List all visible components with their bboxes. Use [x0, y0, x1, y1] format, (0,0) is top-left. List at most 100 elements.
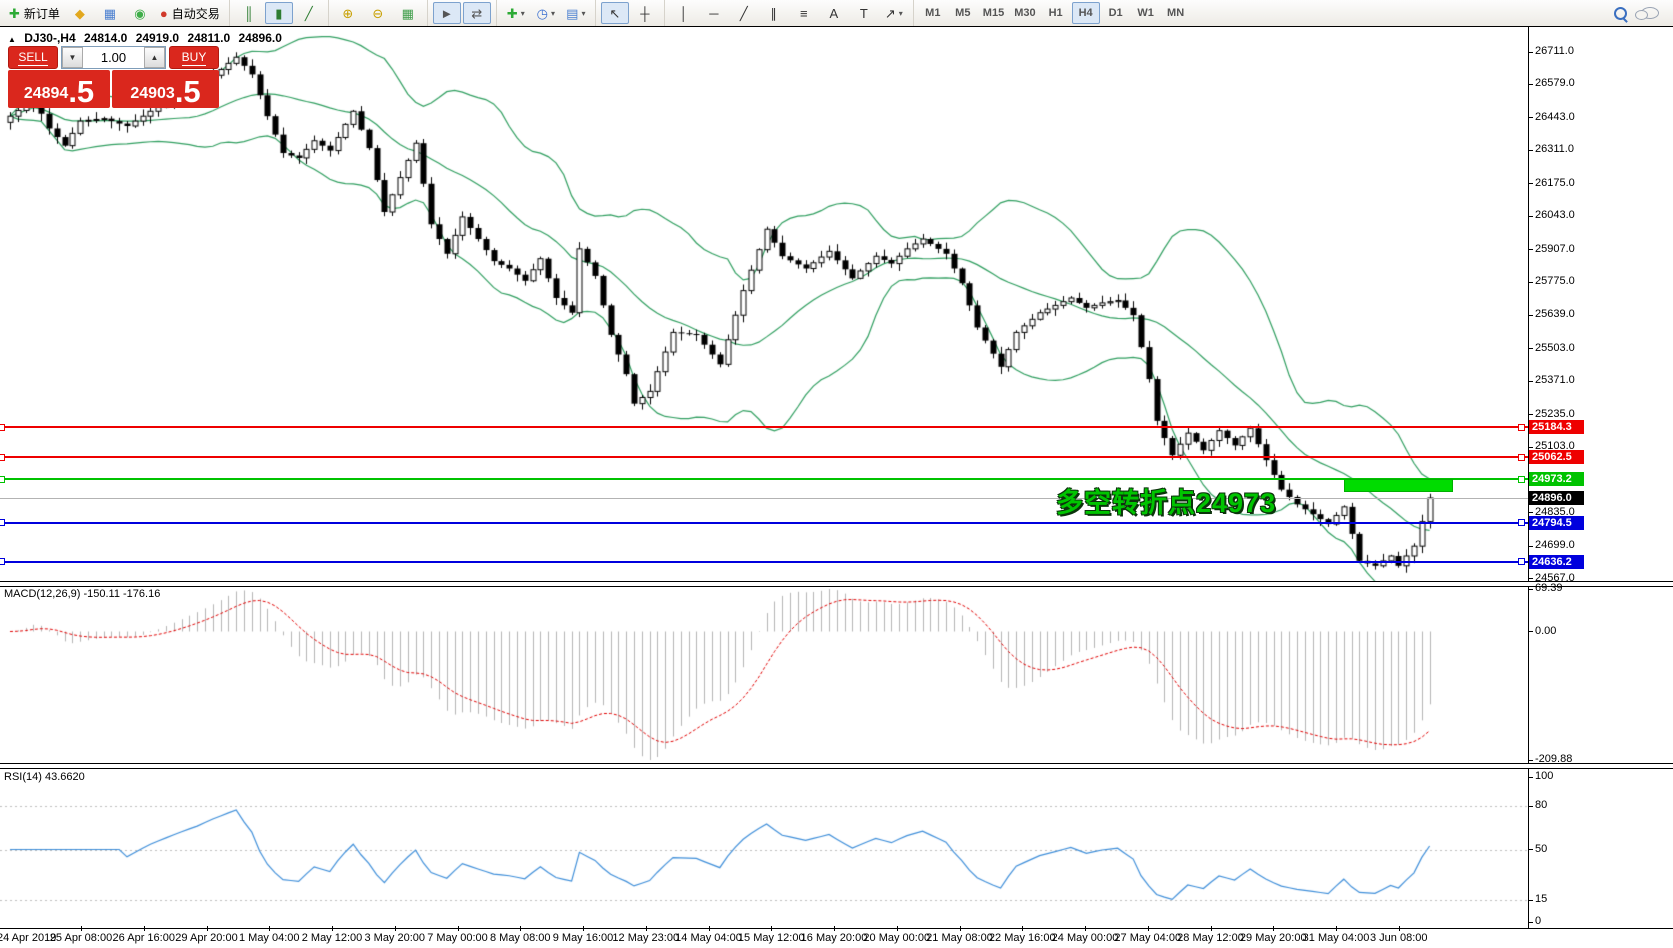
periods-button[interactable]: ◷ ▾	[532, 2, 560, 24]
trendline-button-icon: ╱	[739, 5, 748, 21]
pivot-line-handle[interactable]	[0, 475, 5, 483]
crosshair-button[interactable]: ┼	[631, 2, 659, 24]
time-axis-label: 29 Apr 20:00	[175, 932, 238, 944]
pivot-line-handle[interactable]	[1518, 475, 1525, 483]
bar-chart-button[interactable]: ║	[235, 2, 263, 24]
tile-windows-button-icon: ▦	[401, 5, 414, 21]
highlight-box[interactable]	[1343, 478, 1453, 492]
zoom-out-button[interactable]: ⊖	[364, 2, 392, 24]
collapse-arrow-icon[interactable]: ▲	[8, 35, 16, 44]
price-axis-tick	[1528, 446, 1533, 448]
equidistant-channel-button[interactable]: ∥	[760, 2, 788, 24]
sell-price-dec: .5	[68, 74, 95, 109]
time-axis-label: 24 May 00:00	[1051, 932, 1119, 944]
time-axis-label: 3 May 20:00	[364, 932, 426, 944]
vertical-line-button-icon: │	[679, 5, 688, 21]
signals-button[interactable]: ◉	[126, 2, 154, 24]
trendline-button[interactable]: ╱	[730, 2, 758, 24]
support-line-1-handle[interactable]	[1518, 519, 1525, 527]
macd-panel-separator[interactable]	[0, 581, 1673, 587]
price-axis-label: 25103.0	[1535, 440, 1575, 453]
support-line-1[interactable]	[0, 521, 1528, 524]
macd-axis-tick	[1528, 588, 1533, 590]
macd-axis-tick	[1528, 631, 1533, 632]
text-label-button[interactable]: T	[850, 2, 878, 24]
pivot-line-price-badge: 24973.2	[1529, 472, 1584, 487]
chart-type-group: ║ ▮ ╱	[228, 0, 328, 26]
support-line-2-handle[interactable]	[1518, 558, 1525, 566]
timeframe-m5-label: M5	[955, 7, 971, 19]
timeframe-h4-label: H4	[1078, 7, 1093, 19]
resistance-line-1-handle[interactable]	[0, 423, 5, 431]
timeframe-d1[interactable]: D1	[1102, 2, 1130, 24]
auto-scroll-button[interactable]: ►	[432, 2, 461, 24]
zoom-in-button[interactable]: ⊕	[334, 2, 362, 24]
timeframe-m15[interactable]: M15	[979, 2, 1008, 24]
templates-button[interactable]: ▤ ▾	[562, 2, 590, 24]
time-axis-label: 28 May 12:00	[1177, 932, 1244, 944]
resistance-line-1[interactable]	[0, 426, 1528, 429]
timeframe-h1[interactable]: H1	[1042, 2, 1070, 24]
support-line-2[interactable]	[0, 560, 1528, 563]
resistance-line-1-handle[interactable]	[1518, 423, 1525, 431]
fibonacci-button[interactable]: ≡	[790, 2, 818, 24]
support-line-2-handle[interactable]	[0, 558, 5, 566]
main-chart-canvas[interactable]	[0, 26, 1528, 948]
annotation-text[interactable]: 多空转折点24973	[1056, 488, 1277, 518]
resistance-line-2[interactable]	[0, 456, 1528, 459]
auto-scroll-button-icon: ►	[440, 5, 454, 21]
timeframe-m1[interactable]: M1	[919, 2, 947, 24]
support-line-1-handle[interactable]	[0, 519, 5, 527]
volume-down-button[interactable]: ▼	[62, 47, 83, 68]
tile-windows-button[interactable]: ▦	[394, 2, 422, 24]
timeframe-h4[interactable]: H4	[1071, 2, 1100, 24]
price-axis-tick	[1528, 51, 1533, 53]
text-button[interactable]: A	[820, 2, 848, 24]
time-axis-label: 22 May 16:00	[988, 932, 1056, 944]
price-axis-tick	[1528, 545, 1533, 547]
new-order-button[interactable]: ✚ 新订单	[5, 2, 64, 24]
cursor-group: ↖ ┼	[594, 0, 664, 26]
text-label-button-icon: T	[859, 5, 868, 21]
current-price-line[interactable]	[0, 497, 1528, 499]
resistance-line-2-handle[interactable]	[0, 453, 5, 461]
cursor-button[interactable]: ↖	[600, 2, 629, 24]
horizontal-line-button[interactable]: ─	[700, 2, 728, 24]
chat-icon[interactable]	[1635, 7, 1659, 20]
autotrading-button[interactable]: ● 自动交易	[156, 2, 224, 24]
time-axis-tick	[708, 926, 710, 931]
search-icon[interactable]	[1614, 6, 1627, 20]
buy-button[interactable]: BUY	[169, 46, 219, 69]
volume-input[interactable]: 1.00	[100, 50, 127, 65]
vertical-line-button[interactable]: │	[670, 2, 698, 24]
timeframe-m5[interactable]: M5	[949, 2, 977, 24]
resistance-line-2-handle[interactable]	[1518, 453, 1525, 461]
toolbar-groups: ✚ 新订单 ◆ ▦ ◉ ● 自动交易 ║ ▮ ╱ ⊕ ⊖ ▦ ► ⇄ ✚ ▾ ◷ ▾ ▤ ▾ ↖ ┼ │ ─ ╱ ∥ ≡ A T ↗ ▾ M1 M…	[0, 0, 1195, 26]
chart-window-button[interactable]: ▦	[96, 2, 124, 24]
candlestick-button[interactable]: ▮	[264, 2, 293, 24]
timeframe-m30[interactable]: M30	[1010, 2, 1039, 24]
ohlc-close: 24896.0	[238, 31, 282, 45]
pivot-line[interactable]	[0, 478, 1528, 481]
volume-up-button[interactable]: ▲	[144, 47, 165, 68]
line-chart-button[interactable]: ╱	[295, 2, 323, 24]
indicators-button-icon: ✚	[506, 5, 518, 21]
price-axis-tick	[1528, 281, 1533, 283]
timeframe-w1[interactable]: W1	[1132, 2, 1160, 24]
arrows-button[interactable]: ↗ ▾	[880, 2, 908, 24]
time-axis-tick	[81, 926, 82, 931]
timeframe-m30-label: M30	[1014, 7, 1036, 19]
chart-shift-button[interactable]: ⇄	[462, 2, 491, 24]
time-axis-tick	[583, 926, 584, 931]
time-axis-label: 9 May 16:00	[552, 932, 614, 944]
sell-button[interactable]: SELL	[8, 46, 58, 69]
sell-price[interactable]: 24894.5	[8, 70, 110, 108]
rsi-panel-separator[interactable]	[0, 763, 1673, 769]
charts-profile-button[interactable]: ◆	[66, 2, 94, 24]
toolbar: ✚ 新订单 ◆ ▦ ◉ ● 自动交易 ║ ▮ ╱ ⊕ ⊖ ▦ ► ⇄ ✚ ▾ ◷ ▾ ▤ ▾ ↖ ┼ │ ─ ╱ ∥ ≡ A T ↗ ▾ M1 M…	[0, 0, 1673, 27]
rsi-axis-label: 80	[1535, 799, 1548, 811]
time-axis-tick	[1210, 926, 1212, 931]
buy-price[interactable]: 24903.5	[112, 70, 219, 108]
timeframe-mn[interactable]: MN	[1162, 2, 1190, 24]
indicators-button[interactable]: ✚ ▾	[502, 2, 530, 24]
